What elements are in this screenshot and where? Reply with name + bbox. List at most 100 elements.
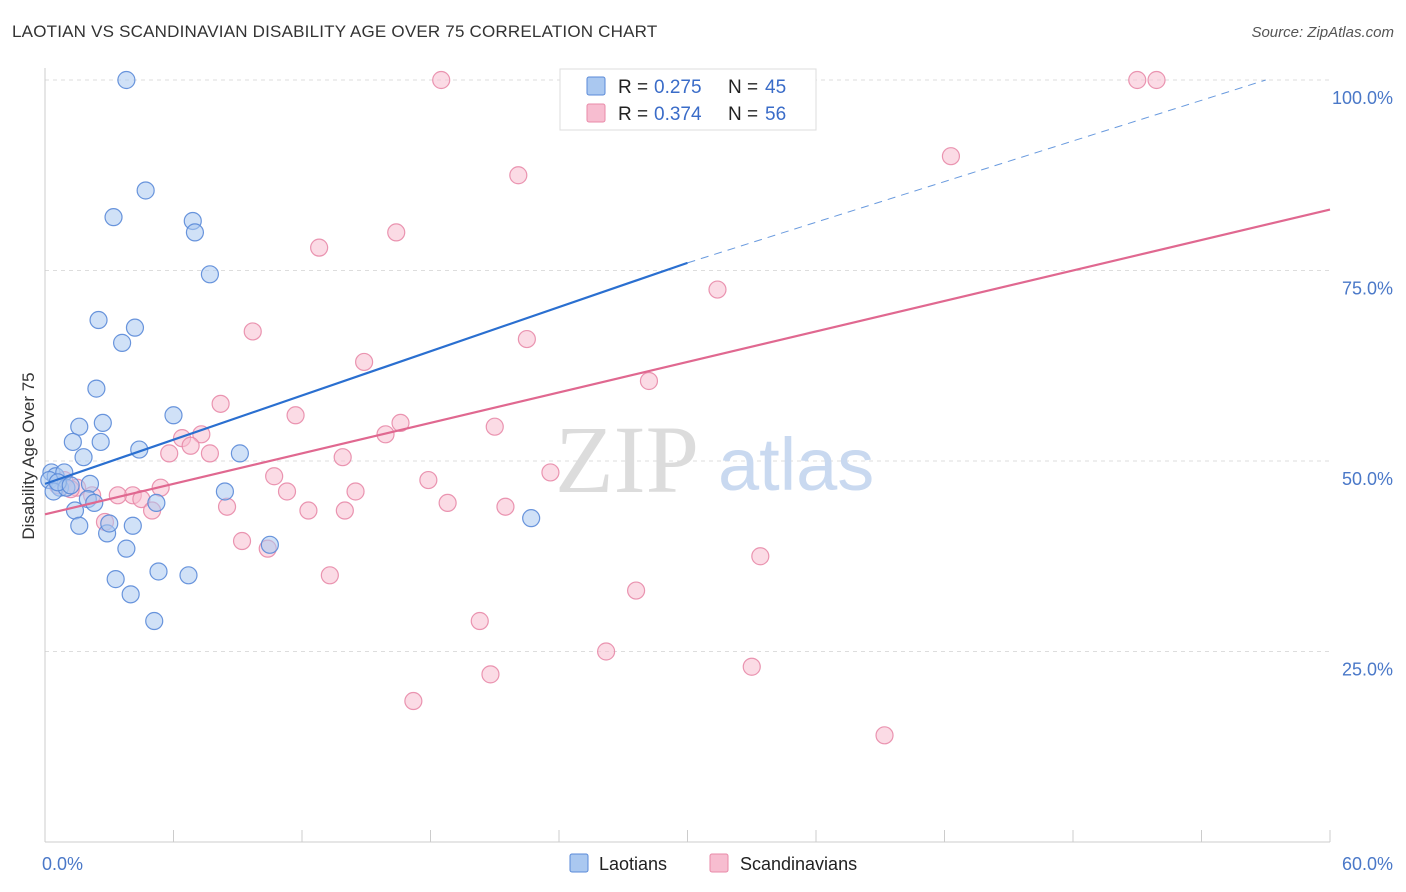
y-tick-label-100: 100.0% <box>1332 88 1393 108</box>
legend-r-label-laotians: R = <box>618 77 648 98</box>
point-laotians-13 <box>63 432 82 452</box>
point-laotians-32 <box>123 516 142 535</box>
point-scandinavians-29 <box>346 482 365 501</box>
point-scandinavians-11 <box>355 352 374 372</box>
legend-n-label-scandinavians: N = <box>728 104 758 125</box>
point-scandinavians-4 <box>941 147 961 166</box>
point-scandinavians-8 <box>708 280 727 299</box>
point-laotians-40 <box>121 585 140 604</box>
point-scandinavians-15 <box>391 413 410 432</box>
point-scandinavians-46 <box>470 611 489 631</box>
watermark-zip: ZIP <box>555 406 699 513</box>
correlation-legend: R = 0.275 N = 45 R = 0.374 N = 56 <box>559 68 817 131</box>
x-tick-label-max: 60.0% <box>1342 854 1393 874</box>
trend-line-laotians-extension <box>687 79 1266 264</box>
point-laotians-10 <box>164 406 183 425</box>
point-scandinavians-24 <box>265 467 284 486</box>
point-scandinavians-2 <box>1128 70 1147 90</box>
point-scandinavians-9 <box>243 322 262 341</box>
point-scandinavians-37 <box>335 501 354 520</box>
point-laotians-14 <box>91 432 110 452</box>
point-scandinavians-13 <box>211 394 230 413</box>
point-laotians-2 <box>104 208 123 227</box>
point-scandinavians-23 <box>333 448 352 467</box>
bottom-legend-label-scandinavians: Scandinavians <box>740 854 857 874</box>
point-laotians-22 <box>80 474 100 493</box>
point-scandinavians-12 <box>639 371 659 391</box>
legend-r-value-laotians: 0.275 <box>654 77 702 98</box>
point-scandinavians-22 <box>200 444 220 463</box>
legend-r-value-scandinavians: 0.374 <box>654 104 702 125</box>
bottom-legend-label-laotians: Laotians <box>599 854 667 874</box>
point-laotians-9 <box>87 379 106 398</box>
trend-layer <box>44 79 1331 516</box>
tick-labels: 25.0% 50.0% 75.0% 100.0% 0.0% 60.0% <box>42 88 1393 874</box>
point-scandinavians-16 <box>485 417 504 436</box>
point-scandinavians-47 <box>597 642 616 661</box>
point-scandinavians-43 <box>751 547 770 566</box>
point-scandinavians-55 <box>419 470 438 490</box>
bottom-legend-swatch-scandinavians <box>709 853 729 873</box>
y-tick-label-50: 50.0% <box>1342 469 1393 489</box>
point-scandinavians-20 <box>181 436 200 455</box>
point-laotians-38 <box>179 566 198 585</box>
grid-layer <box>45 79 1330 652</box>
point-scandinavians-49 <box>481 665 500 684</box>
point-laotians-31 <box>70 516 89 535</box>
point-scandinavians-35 <box>496 497 515 516</box>
point-scandinavians-48 <box>742 657 761 676</box>
point-scandinavians-21 <box>160 444 179 463</box>
point-scandinavians-51 <box>875 726 894 745</box>
point-laotians-44 <box>100 514 119 533</box>
point-laotians-30 <box>65 501 85 520</box>
point-laotians-7 <box>125 318 145 337</box>
legend-swatch-scandinavians <box>586 103 606 123</box>
point-laotians-39 <box>106 570 125 589</box>
point-laotians-11 <box>93 413 112 432</box>
legend-swatch-laotians <box>586 76 606 96</box>
point-scandinavians-3 <box>1147 70 1166 90</box>
point-scandinavians-6 <box>387 223 406 242</box>
bottom-legend-swatch-laotians <box>569 853 589 873</box>
point-laotians-5 <box>200 265 220 284</box>
point-scandinavians-50 <box>404 691 423 711</box>
legend-n-value-laotians: 45 <box>765 77 786 98</box>
point-scandinavians-45 <box>626 581 646 600</box>
axis-layer <box>44 68 1331 843</box>
point-laotians-6 <box>89 310 108 330</box>
point-scandinavians-18 <box>192 425 211 444</box>
point-laotians-41 <box>145 611 164 631</box>
point-laotians-12 <box>70 417 89 436</box>
point-scandinavians-0 <box>432 70 451 90</box>
point-scandinavians-7 <box>310 238 329 257</box>
point-scandinavians-36 <box>217 497 237 516</box>
point-laotians-36 <box>522 509 541 528</box>
point-scandinavians-28 <box>277 482 297 501</box>
x-tick-label-min: 0.0% <box>42 854 83 874</box>
point-scandinavians-10 <box>517 329 536 349</box>
points-layer <box>40 70 1166 745</box>
y-axis-label: Disability Age Over 75 <box>19 372 38 539</box>
trend-line-laotians <box>44 261 688 485</box>
point-laotians-43 <box>61 476 80 495</box>
series-legend: Laotians Scandinavians <box>569 853 857 874</box>
point-scandinavians-54 <box>541 463 560 482</box>
y-tick-label-75: 75.0% <box>1342 279 1393 299</box>
legend-n-label-laotians: N = <box>728 77 758 98</box>
point-laotians-1 <box>136 181 155 200</box>
legend-n-value-scandinavians: 56 <box>765 104 786 125</box>
point-laotians-4 <box>185 223 205 242</box>
point-scandinavians-44 <box>320 566 339 585</box>
point-laotians-34 <box>260 535 279 554</box>
point-scandinavians-34 <box>438 493 457 513</box>
point-laotians-0 <box>117 70 136 90</box>
watermark-atlas: atlas <box>718 423 874 506</box>
y-tick-label-25: 25.0% <box>1342 660 1393 680</box>
point-laotians-8 <box>112 333 132 352</box>
point-scandinavians-5 <box>509 166 528 185</box>
point-scandinavians-38 <box>299 501 318 520</box>
source-credit: Source: ZipAtlas.com <box>1251 24 1394 41</box>
point-laotians-17 <box>74 448 93 467</box>
chart-title: LAOTIAN VS SCANDINAVIAN DISABILITY AGE O… <box>12 22 658 41</box>
